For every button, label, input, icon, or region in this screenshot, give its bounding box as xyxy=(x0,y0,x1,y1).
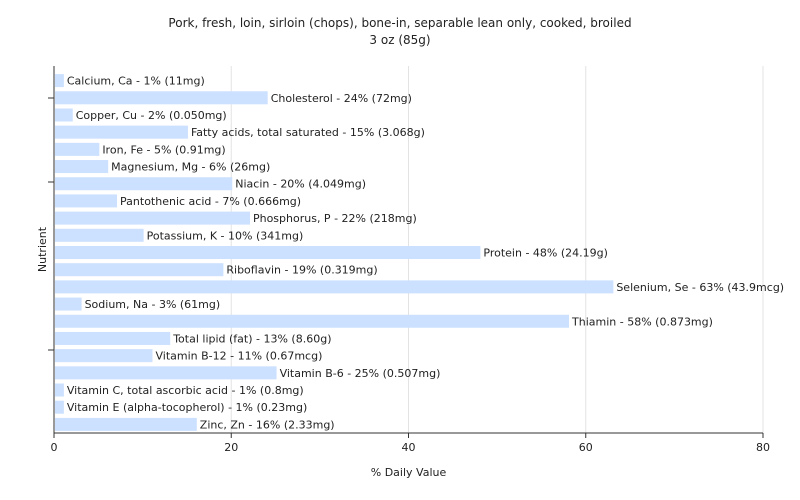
bar xyxy=(55,125,188,139)
x-tick-label: 40 xyxy=(402,441,416,454)
bar-label: Phosphorus, P - 22% (218mg) xyxy=(253,212,417,225)
bar-label: Thiamin - 58% (0.873mg) xyxy=(571,315,713,328)
bar-label: Protein - 48% (24.19g) xyxy=(483,247,608,260)
bar xyxy=(55,263,224,277)
bar-label: Fatty acids, total saturated - 15% (3.06… xyxy=(191,126,425,139)
bar xyxy=(55,74,64,88)
bar xyxy=(55,314,570,328)
bar xyxy=(55,246,481,259)
bar-label: Selenium, Se - 63% (43.9mcg) xyxy=(616,281,784,294)
chart-title: Pork, fresh, loin, sirloin (chops), bone… xyxy=(168,16,632,30)
bar-label: Copper, Cu - 2% (0.050mg) xyxy=(76,109,227,122)
x-tick-label: 60 xyxy=(579,441,593,454)
bars: Calcium, Ca - 1% (11mg) Cholesterol - 24%… xyxy=(55,74,784,431)
bar xyxy=(55,331,171,345)
bar-label: Riboflavin - 19% (0.319mg) xyxy=(226,264,377,277)
bar-label: Vitamin B-12 - 11% (0.67mcg) xyxy=(155,350,322,363)
bar xyxy=(55,417,197,431)
bar-label: Potassium, K - 10% (341mg) xyxy=(147,229,304,242)
bar-label: Calcium, Ca - 1% (11mg) xyxy=(67,75,205,88)
bar-label: Magnesium, Mg - 6% (26mg) xyxy=(111,161,270,174)
bar-label: Pantothenic acid - 7% (0.666mg) xyxy=(120,195,301,208)
bar xyxy=(55,160,109,174)
bar-label: Iron, Fe - 5% (0.91mg) xyxy=(102,143,225,156)
bar xyxy=(55,280,614,294)
x-tick-label: 20 xyxy=(224,441,238,454)
x-axis-label: % Daily Value xyxy=(371,466,447,479)
bar xyxy=(55,211,250,225)
bar xyxy=(55,194,118,208)
bar-label: Niacin - 20% (4.049mg) xyxy=(235,178,366,191)
bar xyxy=(55,142,100,156)
bar-label: Vitamin B-6 - 25% (0.507mg) xyxy=(280,367,441,380)
bar xyxy=(55,228,144,242)
bar xyxy=(55,108,73,122)
bar-label: Total lipid (fat) - 13% (8.60g) xyxy=(172,332,331,345)
bar xyxy=(55,177,233,191)
bar xyxy=(55,366,277,380)
bar-label: Cholesterol - 24% (72mg) xyxy=(271,92,412,105)
bar xyxy=(55,91,268,105)
bar-label: Vitamin E (alpha-tocopherol) - 1% (0.23m… xyxy=(67,401,307,414)
x-ticks: 0 20 40 60 80 xyxy=(48,97,770,454)
y-axis-label: Nutrient xyxy=(36,226,49,272)
bar xyxy=(55,383,64,397)
bar xyxy=(55,349,153,363)
bar xyxy=(55,400,64,414)
bar-label: Sodium, Na - 3% (61mg) xyxy=(85,298,221,311)
bar-label: Vitamin C, total ascorbic acid - 1% (0.8… xyxy=(67,384,304,397)
chart-subtitle: 3 oz (85g) xyxy=(369,33,431,47)
x-tick-label: 80 xyxy=(756,441,770,454)
x-tick-label: 0 xyxy=(51,441,58,454)
bar xyxy=(55,297,82,311)
bar-label: Zinc, Zn - 16% (2.33mg) xyxy=(200,418,335,431)
